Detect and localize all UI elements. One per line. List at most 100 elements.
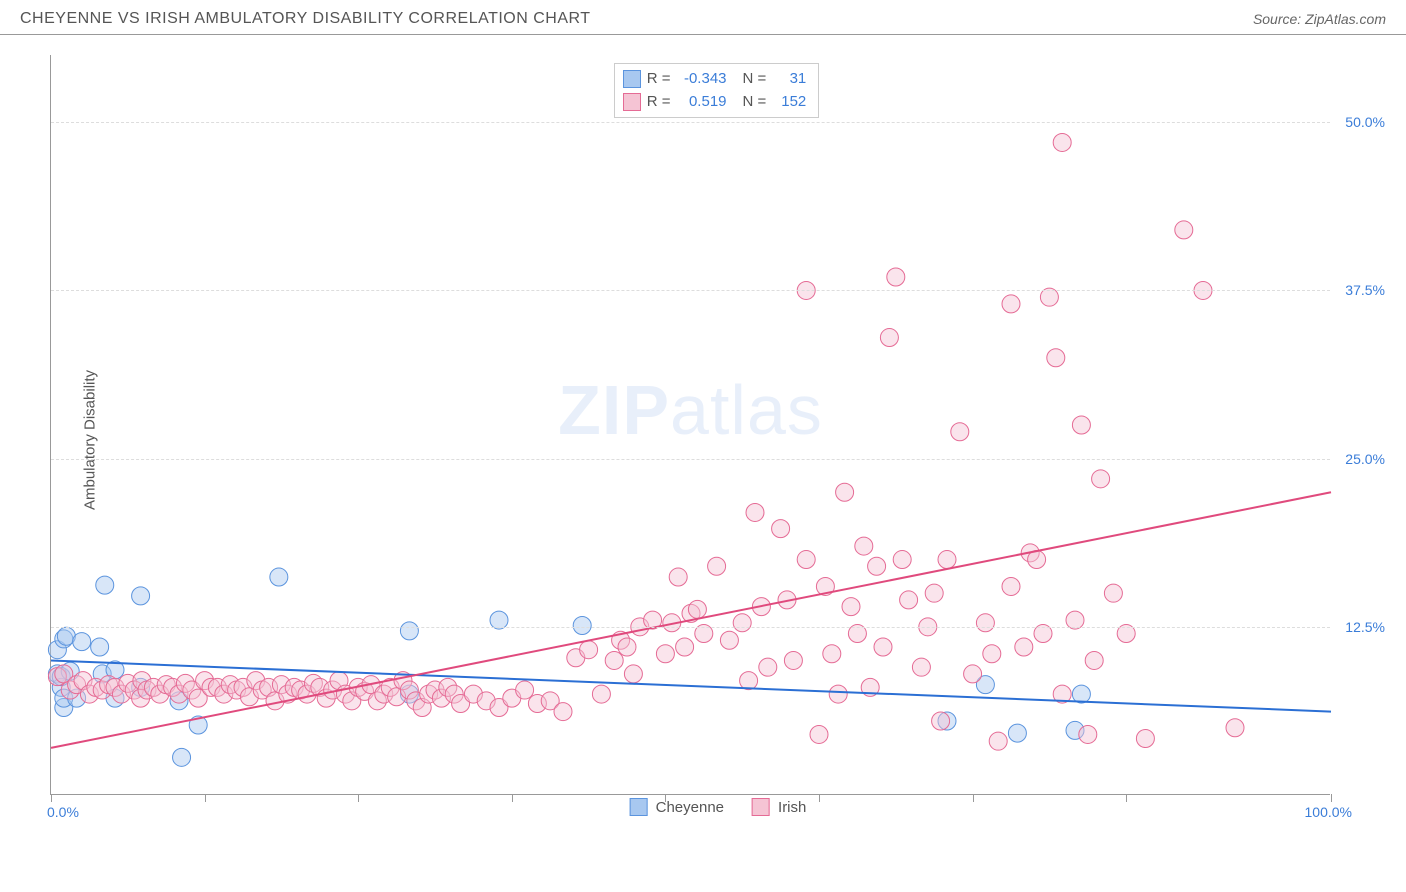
scatter-point-cheyenne bbox=[270, 568, 288, 586]
scatter-point-irish bbox=[1104, 584, 1122, 602]
scatter-point-irish bbox=[900, 591, 918, 609]
y-tick-label: 25.0% bbox=[1345, 451, 1385, 467]
scatter-point-irish bbox=[676, 638, 694, 656]
scatter-point-irish bbox=[880, 329, 898, 347]
legend-n-label: N = bbox=[743, 91, 767, 114]
scatter-point-irish bbox=[772, 520, 790, 538]
scatter-point-irish bbox=[580, 641, 598, 659]
legend-item-cheyenne: Cheyenne bbox=[630, 798, 724, 816]
legend-swatch-cheyenne bbox=[630, 798, 648, 816]
scatter-point-cheyenne bbox=[132, 587, 150, 605]
y-tick-label: 50.0% bbox=[1345, 114, 1385, 130]
scatter-point-irish bbox=[1226, 719, 1244, 737]
x-tick bbox=[205, 794, 206, 802]
legend-r-value-irish: 0.519 bbox=[677, 91, 727, 114]
scatter-point-irish bbox=[554, 703, 572, 721]
legend-n-value-cheyenne: 31 bbox=[772, 68, 806, 91]
scatter-point-irish bbox=[964, 665, 982, 683]
x-tick bbox=[51, 794, 52, 802]
scatter-point-irish bbox=[1079, 725, 1097, 743]
scatter-point-irish bbox=[746, 503, 764, 521]
x-tick bbox=[1126, 794, 1127, 802]
scatter-point-irish bbox=[836, 483, 854, 501]
legend-r-label: R = bbox=[647, 68, 671, 91]
legend-swatch-irish bbox=[623, 93, 641, 111]
scatter-svg bbox=[51, 55, 1330, 794]
scatter-point-irish bbox=[925, 584, 943, 602]
grid-line bbox=[51, 290, 1330, 291]
scatter-point-irish bbox=[855, 537, 873, 555]
scatter-point-irish bbox=[669, 568, 687, 586]
legend-label-cheyenne: Cheyenne bbox=[656, 799, 724, 816]
legend-stats: R = -0.343 N = 31 R = 0.519 N = 152 bbox=[614, 63, 820, 118]
legend-swatch-cheyenne bbox=[623, 70, 641, 88]
scatter-point-irish bbox=[688, 600, 706, 618]
scatter-point-irish bbox=[1047, 349, 1065, 367]
scatter-point-irish bbox=[605, 651, 623, 669]
scatter-point-irish bbox=[983, 645, 1001, 663]
scatter-point-cheyenne bbox=[96, 576, 114, 594]
scatter-point-irish bbox=[829, 685, 847, 703]
scatter-point-irish bbox=[733, 614, 751, 632]
legend-r-label: R = bbox=[647, 91, 671, 114]
scatter-point-irish bbox=[868, 557, 886, 575]
scatter-point-irish bbox=[810, 725, 828, 743]
legend-item-irish: Irish bbox=[752, 798, 806, 816]
scatter-point-irish bbox=[887, 268, 905, 286]
x-tick bbox=[512, 794, 513, 802]
scatter-point-cheyenne bbox=[400, 622, 418, 640]
scatter-point-irish bbox=[1085, 651, 1103, 669]
scatter-point-irish bbox=[951, 423, 969, 441]
legend-label-irish: Irish bbox=[778, 799, 806, 816]
chart-container: Ambulatory Disability ZIPatlas R = -0.34… bbox=[50, 50, 1386, 830]
scatter-point-irish bbox=[624, 665, 642, 683]
legend-n-value-irish: 152 bbox=[772, 91, 806, 114]
scatter-point-irish bbox=[618, 638, 636, 656]
grid-line bbox=[51, 122, 1330, 123]
x-tick bbox=[358, 794, 359, 802]
x-tick bbox=[973, 794, 974, 802]
x-tick bbox=[819, 794, 820, 802]
scatter-point-irish bbox=[1002, 295, 1020, 313]
scatter-point-irish bbox=[759, 658, 777, 676]
scatter-point-irish bbox=[740, 672, 758, 690]
y-tick-label: 37.5% bbox=[1345, 282, 1385, 298]
scatter-point-irish bbox=[1136, 729, 1154, 747]
chart-header: CHEYENNE VS IRISH AMBULATORY DISABILITY … bbox=[0, 0, 1406, 35]
scatter-point-irish bbox=[1072, 416, 1090, 434]
scatter-point-irish bbox=[823, 645, 841, 663]
scatter-point-cheyenne bbox=[73, 633, 91, 651]
legend-n-label: N = bbox=[743, 68, 767, 91]
scatter-point-irish bbox=[592, 685, 610, 703]
legend-stats-row-cheyenne: R = -0.343 N = 31 bbox=[623, 68, 807, 91]
y-tick-label: 12.5% bbox=[1345, 619, 1385, 635]
grid-line bbox=[51, 627, 1330, 628]
grid-line bbox=[51, 459, 1330, 460]
scatter-point-irish bbox=[893, 551, 911, 569]
legend-swatch-irish bbox=[752, 798, 770, 816]
scatter-point-irish bbox=[1092, 470, 1110, 488]
legend-stats-row-irish: R = 0.519 N = 152 bbox=[623, 91, 807, 114]
scatter-point-cheyenne bbox=[173, 748, 191, 766]
x-tick-label-min: 0.0% bbox=[47, 804, 79, 820]
scatter-point-irish bbox=[1002, 577, 1020, 595]
scatter-point-irish bbox=[784, 651, 802, 669]
trend-line-irish bbox=[51, 492, 1331, 748]
scatter-point-irish bbox=[874, 638, 892, 656]
scatter-point-irish bbox=[516, 681, 534, 699]
legend-r-value-cheyenne: -0.343 bbox=[677, 68, 727, 91]
scatter-point-irish bbox=[656, 645, 674, 663]
scatter-point-cheyenne bbox=[1008, 724, 1026, 742]
scatter-point-irish bbox=[720, 631, 738, 649]
scatter-point-irish bbox=[976, 614, 994, 632]
chart-title: CHEYENNE VS IRISH AMBULATORY DISABILITY … bbox=[20, 10, 591, 28]
plot-area: ZIPatlas R = -0.343 N = 31 R = 0.519 N =… bbox=[50, 55, 1330, 795]
scatter-point-irish bbox=[932, 712, 950, 730]
scatter-point-cheyenne bbox=[91, 638, 109, 656]
scatter-point-irish bbox=[1053, 133, 1071, 151]
chart-source: Source: ZipAtlas.com bbox=[1253, 11, 1386, 27]
x-tick bbox=[1331, 794, 1332, 802]
scatter-point-irish bbox=[1015, 638, 1033, 656]
scatter-point-irish bbox=[912, 658, 930, 676]
x-tick-label-max: 100.0% bbox=[1305, 804, 1352, 820]
